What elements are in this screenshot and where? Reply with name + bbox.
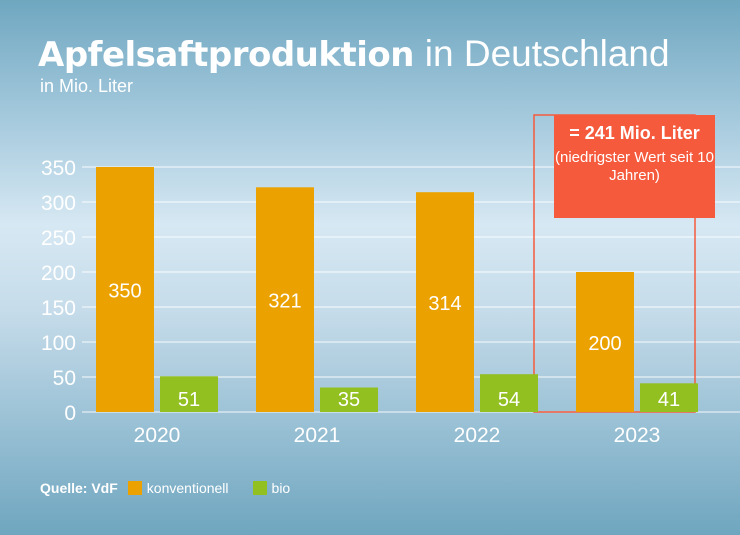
data-label: 314 bbox=[428, 293, 461, 315]
annotation-callout: = 241 Mio. Liter (niedrigster Wert seit … bbox=[554, 115, 715, 218]
y-tick-label: 300 bbox=[41, 192, 76, 215]
source-label: Quelle: VdF bbox=[40, 480, 118, 496]
legend-item-konventionell: konventionell bbox=[127, 480, 229, 496]
callout-note: (niedrigster Wert seit 10 Jahren) bbox=[555, 149, 714, 184]
y-tick-label: 150 bbox=[41, 297, 76, 320]
y-tick-label: 0 bbox=[64, 402, 76, 425]
callout-total: = 241 Mio. Liter bbox=[569, 123, 700, 143]
legend-item-bio: bio bbox=[252, 480, 291, 496]
bar-konventionell-2021 bbox=[256, 187, 314, 412]
data-label: 321 bbox=[268, 291, 301, 313]
legend-swatch-bio bbox=[252, 481, 267, 495]
x-tick-label: 2022 bbox=[454, 424, 501, 447]
chart-subtitle: in Mio. Liter bbox=[40, 76, 134, 96]
bar-bio-2021 bbox=[320, 387, 378, 412]
y-tick-label: 100 bbox=[41, 332, 76, 355]
data-label: 350 bbox=[108, 281, 141, 303]
chart-title: Apfelsaftproduktion in Deutschland bbox=[38, 33, 670, 76]
bar-konventionell-2022 bbox=[416, 192, 474, 412]
y-tick-label: 250 bbox=[41, 227, 76, 250]
title-light: in Deutschland bbox=[424, 33, 670, 74]
data-label: 41 bbox=[658, 389, 680, 411]
bar-bio-2023 bbox=[640, 383, 698, 412]
bar-konventionell-2020 bbox=[96, 167, 154, 412]
y-tick-label: 200 bbox=[41, 262, 76, 285]
y-tick-label: 50 bbox=[53, 367, 76, 390]
x-tick-label: 2020 bbox=[134, 424, 181, 447]
bar-bio-2022 bbox=[480, 374, 538, 412]
x-tick-label: 2021 bbox=[294, 424, 341, 447]
y-tick-label: 350 bbox=[41, 157, 76, 180]
data-label: 54 bbox=[498, 389, 520, 411]
bar-bio-2020 bbox=[160, 376, 218, 412]
data-label: 200 bbox=[588, 333, 621, 355]
legend-swatch-konventionell bbox=[127, 481, 142, 495]
legend-label: konventionell bbox=[146, 480, 229, 496]
title-bold: Apfelsaftproduktion bbox=[38, 35, 414, 75]
data-label: 35 bbox=[338, 389, 360, 411]
data-label: 51 bbox=[178, 389, 200, 411]
bar-konventionell-2023 bbox=[576, 272, 634, 412]
legend: Quelle: VdF konventionell bio bbox=[40, 480, 314, 496]
x-tick-label: 2023 bbox=[614, 424, 661, 447]
legend-label: bio bbox=[271, 480, 291, 496]
